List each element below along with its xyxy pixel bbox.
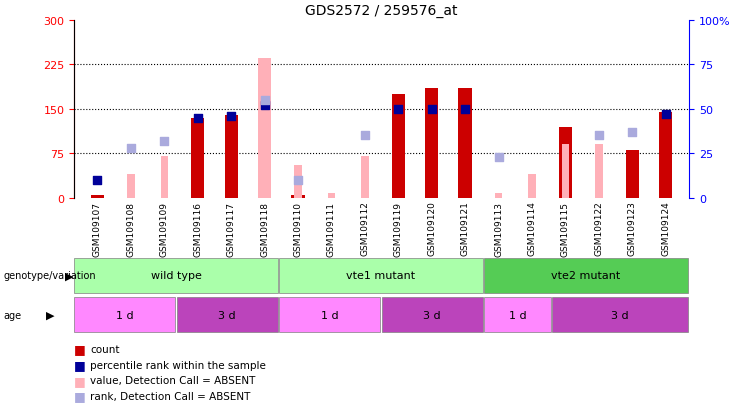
Text: 3 d: 3 d [423, 310, 441, 320]
Text: ▶: ▶ [65, 271, 73, 281]
Bar [484, 297, 551, 332]
Point [225, 113, 237, 120]
Bar [495, 194, 502, 198]
Bar [595, 145, 602, 198]
Text: value, Detection Call = ABSENT: value, Detection Call = ABSENT [90, 375, 256, 385]
Text: 1 d: 1 d [321, 310, 339, 320]
Text: GSM109117: GSM109117 [227, 201, 236, 256]
Bar [74, 258, 278, 293]
Text: GSM109116: GSM109116 [193, 201, 202, 256]
Text: GSM109120: GSM109120 [428, 201, 436, 256]
Bar [459, 89, 472, 198]
Point [426, 106, 438, 113]
Bar [559, 127, 572, 198]
Point [125, 145, 137, 152]
Text: 1 d: 1 d [116, 310, 133, 320]
Text: percentile rank within the sample: percentile rank within the sample [90, 360, 266, 370]
Bar [261, 59, 268, 198]
Bar [279, 258, 483, 293]
Title: GDS2572 / 259576_at: GDS2572 / 259576_at [305, 4, 458, 18]
Point [292, 177, 304, 184]
Point [393, 106, 405, 113]
Text: GSM109115: GSM109115 [561, 201, 570, 256]
Text: GSM109108: GSM109108 [127, 201, 136, 256]
Point [626, 129, 638, 136]
Point [593, 133, 605, 139]
Text: GSM109112: GSM109112 [360, 201, 370, 256]
Point [259, 97, 270, 104]
Text: GSM109114: GSM109114 [528, 201, 536, 256]
Point [493, 154, 505, 161]
Point [459, 106, 471, 113]
Bar [91, 195, 104, 198]
Bar [191, 118, 205, 198]
Bar [176, 297, 278, 332]
Bar [562, 145, 569, 198]
Text: wild type: wild type [150, 271, 202, 281]
Text: ▶: ▶ [46, 310, 54, 320]
Bar [484, 258, 688, 293]
Text: GSM109110: GSM109110 [293, 201, 302, 256]
Bar [425, 89, 439, 198]
Bar [328, 194, 335, 198]
Text: GSM109122: GSM109122 [594, 201, 603, 256]
Bar [127, 175, 135, 198]
Text: GSM109118: GSM109118 [260, 201, 269, 256]
Text: 3 d: 3 d [219, 310, 236, 320]
Text: GSM109119: GSM109119 [393, 201, 403, 256]
Text: age: age [4, 310, 21, 320]
Text: ■: ■ [74, 374, 86, 387]
Bar [161, 157, 168, 198]
Text: ■: ■ [74, 389, 86, 403]
Text: 3 d: 3 d [611, 310, 629, 320]
Point [192, 115, 204, 121]
Text: GSM109123: GSM109123 [628, 201, 637, 256]
Text: GSM109107: GSM109107 [93, 201, 102, 256]
Point [159, 138, 170, 145]
Bar [74, 297, 176, 332]
Bar [291, 195, 305, 198]
Text: ■: ■ [74, 358, 86, 371]
Bar [361, 157, 368, 198]
Text: GSM109124: GSM109124 [661, 201, 670, 256]
Text: genotype/variation: genotype/variation [4, 271, 96, 281]
Bar [225, 115, 238, 198]
Text: GSM109121: GSM109121 [461, 201, 470, 256]
Bar [258, 59, 271, 198]
Point [92, 177, 104, 184]
Text: vte1 mutant: vte1 mutant [347, 271, 416, 281]
Bar [625, 151, 639, 198]
Bar [553, 297, 688, 332]
Text: GSM109109: GSM109109 [160, 201, 169, 256]
Text: rank, Detection Call = ABSENT: rank, Detection Call = ABSENT [90, 391, 250, 401]
Text: ■: ■ [74, 342, 86, 356]
Point [659, 112, 671, 118]
Text: vte2 mutant: vte2 mutant [551, 271, 621, 281]
Bar [382, 297, 483, 332]
Text: count: count [90, 344, 120, 354]
Bar [392, 95, 405, 198]
Point [259, 102, 270, 109]
Bar [528, 175, 536, 198]
Point [359, 133, 370, 139]
Text: 1 d: 1 d [509, 310, 527, 320]
Text: GSM109113: GSM109113 [494, 201, 503, 256]
Bar [659, 112, 672, 198]
Bar [294, 166, 302, 198]
Bar [279, 297, 380, 332]
Text: GSM109111: GSM109111 [327, 201, 336, 256]
